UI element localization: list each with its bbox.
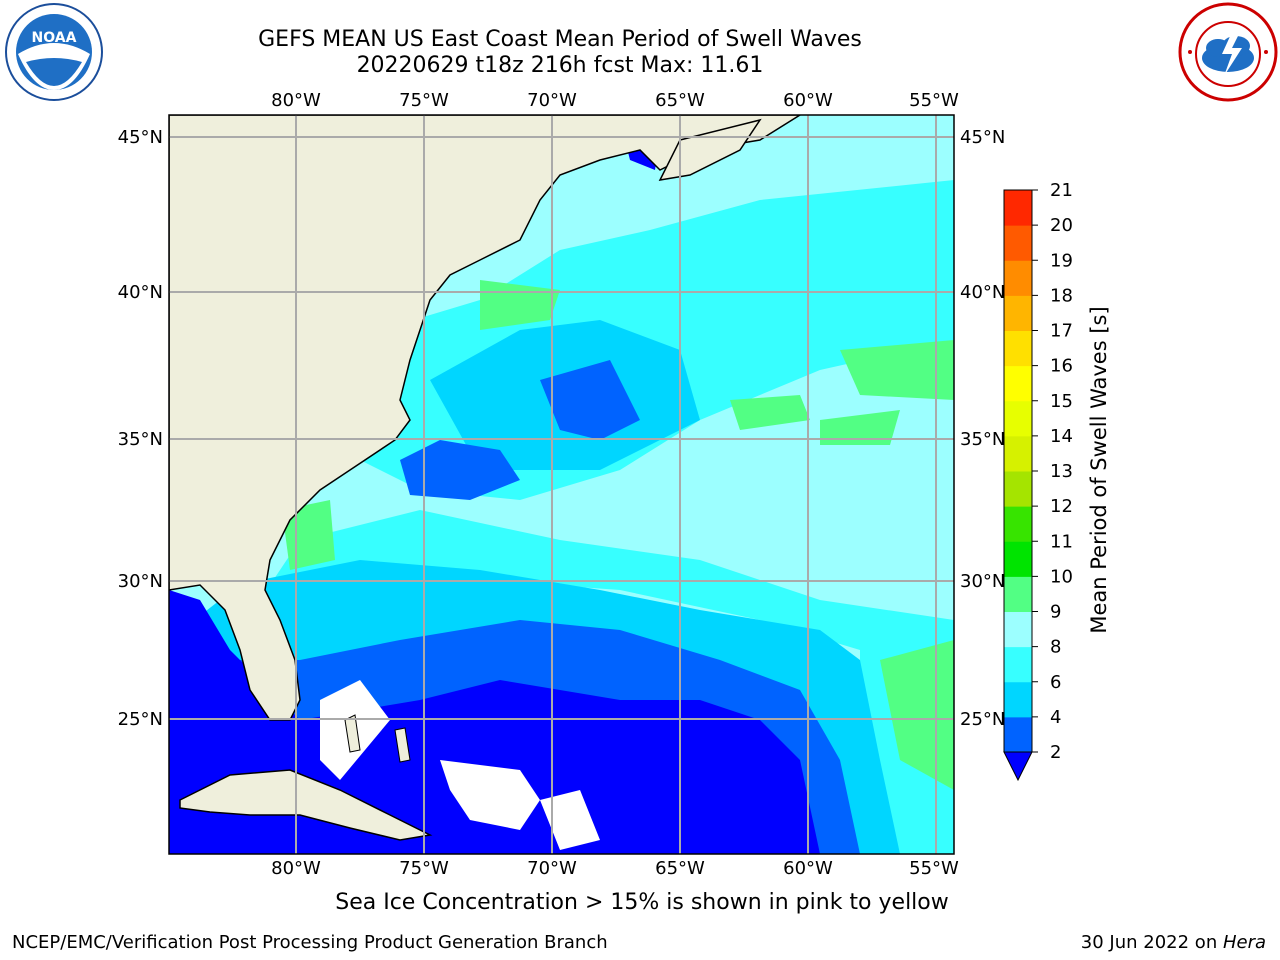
colorbar-segment	[1004, 225, 1032, 261]
colorbar-segment	[1004, 646, 1032, 683]
colorbar-segment	[1004, 471, 1032, 507]
colorbar-segment	[1004, 260, 1032, 296]
swell-field	[169, 115, 954, 854]
lon-label-top: 65°W	[655, 90, 705, 111]
chart-subtitle: 20220629 t18z 216h fcst Max: 11.61	[356, 53, 764, 78]
lat-label-right: 45°N	[960, 127, 1005, 148]
lon-label-top: 55°W	[909, 90, 959, 111]
missing-data	[540, 790, 600, 850]
lat-label-left: 35°N	[118, 429, 163, 450]
lon-label-top: 70°W	[527, 90, 577, 111]
colorbar-tick-label: 18	[1050, 285, 1073, 306]
lon-label-top: 60°W	[783, 90, 833, 111]
colorbar-label: Mean Period of Swell Waves [s]	[1087, 306, 1111, 633]
colorbar-segment	[1004, 576, 1032, 612]
colorbar-tick-label: 9	[1050, 602, 1061, 623]
colorbar-tick-label: 21	[1050, 180, 1073, 201]
colorbar-tick-label: 17	[1050, 321, 1073, 342]
lat-label-left: 40°N	[118, 282, 163, 303]
lon-label-bottom: 60°W	[783, 858, 833, 879]
colorbar-segment	[1004, 400, 1032, 437]
colorbar-tick-label: 20	[1050, 215, 1073, 236]
swell-band-6-8	[260, 510, 954, 854]
chart-title: GEFS MEAN US East Coast Mean Period of S…	[258, 27, 862, 52]
colorbar-tick-label: 12	[1050, 496, 1073, 517]
lon-label-bottom: 70°W	[527, 858, 577, 879]
missing-data	[440, 760, 540, 830]
colorbar-segment	[1004, 611, 1032, 648]
land-cuba	[179, 769, 433, 841]
colorbar-tick-label: 19	[1050, 250, 1073, 271]
colorbar-under-arrow	[1003, 751, 1033, 782]
footer-credit: NCEP/EMC/Verification Post Processing Pr…	[12, 932, 608, 953]
colorbar-tick-label: 6	[1050, 672, 1061, 693]
noaa-logo: NOAA	[5, 3, 103, 101]
lat-label-left: 25°N	[118, 709, 163, 730]
colorbar-segment	[1004, 435, 1032, 472]
colorbar-segment	[1004, 681, 1032, 718]
colorbar-segment	[1004, 330, 1032, 367]
swell-band-8-9	[840, 340, 954, 400]
swell-band-2-4	[400, 440, 520, 500]
colorbar-segment	[1004, 541, 1032, 577]
lon-label-top: 75°W	[399, 90, 449, 111]
lat-label-right: 30°N	[960, 571, 1005, 592]
footer-machine: Hera	[1222, 932, 1266, 953]
colorbar-tick-label: 4	[1050, 707, 1061, 728]
swell-band-2-4	[540, 360, 640, 440]
land-north-america	[169, 115, 802, 721]
swell-band-8-9	[730, 395, 810, 430]
colorbar-tick-label: 10	[1050, 566, 1073, 587]
lat-label-left: 30°N	[118, 571, 163, 592]
footer-date: 30 Jun 2022 on Hera	[1081, 932, 1266, 953]
nws-logo	[1178, 2, 1278, 102]
colorbar-tick-label: 15	[1050, 391, 1073, 412]
svg-text:NOAA: NOAA	[32, 30, 77, 46]
colorbar-tick-label: 13	[1050, 461, 1073, 482]
lon-label-bottom: 55°W	[909, 858, 959, 879]
map-frame	[168, 114, 955, 855]
sea-ice-note: Sea Ice Concentration > 15% is shown in …	[335, 890, 949, 915]
land-bahamas	[344, 714, 361, 753]
land-bahamas	[394, 727, 411, 763]
lon-label-bottom: 80°W	[271, 858, 321, 879]
lat-label-right: 35°N	[960, 429, 1005, 450]
lat-label-left: 45°N	[118, 127, 163, 148]
lat-label-right: 40°N	[960, 282, 1005, 303]
swell-band-8-9	[820, 410, 900, 445]
colorbar-tick-label: 14	[1050, 426, 1073, 447]
lat-label-right: 25°N	[960, 709, 1005, 730]
colorbar-tick-label: 11	[1050, 531, 1073, 552]
colorbar-segment	[1004, 295, 1032, 331]
land-nova-scotia	[658, 118, 762, 181]
colorbar-tick-label: 16	[1050, 356, 1073, 377]
lon-label-bottom: 65°W	[655, 858, 705, 879]
colorbar-segment	[1004, 190, 1032, 226]
colorbar-segment	[1004, 506, 1032, 542]
colorbar-segment	[1004, 365, 1032, 402]
graticule	[169, 115, 954, 854]
footer-date-text: 30 Jun 2022 on	[1080, 932, 1223, 953]
colorbar-segment	[1004, 716, 1032, 753]
lon-label-bottom: 75°W	[399, 858, 449, 879]
colorbar-tick-label: 2	[1050, 742, 1061, 763]
lon-label-top: 80°W	[271, 90, 321, 111]
colorbar: 2 4 6 8 9 10 11 12 13 14 15 16 17 18 19 20 21	[1003, 180, 1073, 782]
colorbar-tick-label: 8	[1050, 637, 1061, 658]
